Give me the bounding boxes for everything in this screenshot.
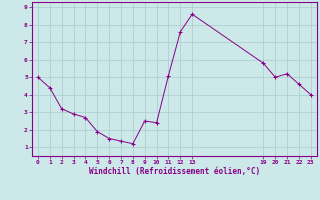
X-axis label: Windchill (Refroidissement éolien,°C): Windchill (Refroidissement éolien,°C): [89, 167, 260, 176]
